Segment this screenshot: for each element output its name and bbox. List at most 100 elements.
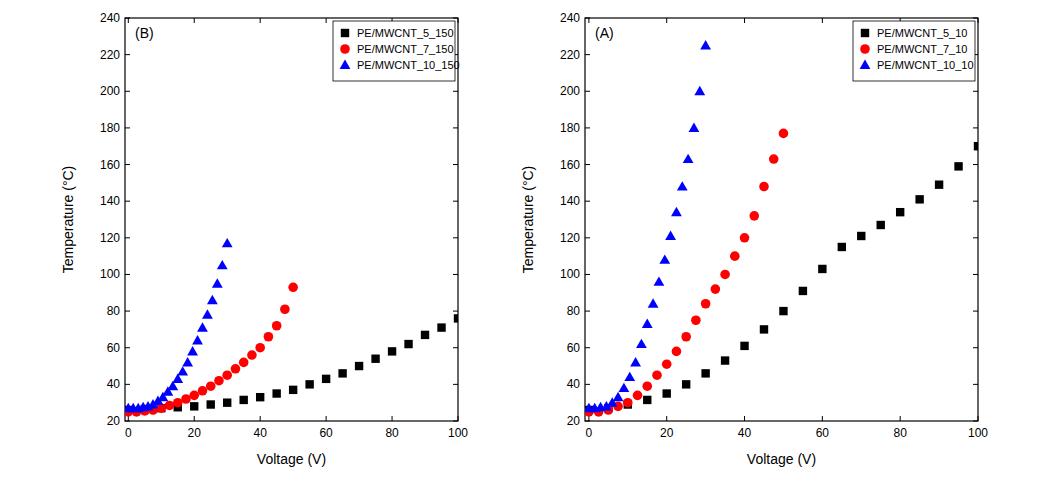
legend-marker xyxy=(340,44,350,54)
legend-marker xyxy=(341,29,349,37)
data-point xyxy=(779,129,789,139)
y-tick-right xyxy=(453,347,458,348)
series xyxy=(125,238,233,412)
x-tick-top xyxy=(326,18,327,23)
data-point xyxy=(207,400,215,408)
data-point xyxy=(371,355,379,363)
y-tick xyxy=(125,127,130,128)
y-tick-right xyxy=(973,384,978,385)
data-point xyxy=(192,335,203,344)
data-point xyxy=(272,321,282,331)
y-tick-label: 160 xyxy=(560,158,580,172)
x-tick-label: 60 xyxy=(319,426,333,440)
data-point xyxy=(896,208,904,216)
y-tick-label: 80 xyxy=(107,304,121,318)
data-point xyxy=(779,307,787,315)
data-point xyxy=(642,319,653,328)
y-tick xyxy=(585,127,590,128)
data-point xyxy=(652,370,662,380)
y-tick-right xyxy=(973,311,978,312)
x-tick-top xyxy=(458,18,459,23)
x-tick-label: 20 xyxy=(188,426,202,440)
legend-marker xyxy=(860,44,870,54)
y-tick-right xyxy=(453,384,458,385)
data-point xyxy=(689,123,700,132)
data-point xyxy=(189,391,199,401)
y-tick xyxy=(125,91,130,92)
data-point xyxy=(212,278,223,287)
y-tick-right xyxy=(453,237,458,238)
data-point xyxy=(662,359,672,369)
y-tick-label: 20 xyxy=(107,414,121,428)
data-point xyxy=(760,325,768,333)
y-tick xyxy=(585,311,590,312)
data-point xyxy=(388,347,396,355)
data-point xyxy=(935,180,943,188)
y-tick-label: 160 xyxy=(100,158,120,172)
y-tick-label: 40 xyxy=(107,377,121,391)
y-tick-label: 200 xyxy=(560,84,580,98)
y-tick xyxy=(125,18,130,19)
legend-label: PE/MWCNT_7_150 xyxy=(357,43,454,55)
x-tick-top xyxy=(588,18,589,23)
legend-box xyxy=(853,21,975,81)
data-point xyxy=(701,299,711,309)
y-tick xyxy=(585,201,590,202)
data-point xyxy=(355,362,363,370)
x-axis-label: Voltage (V) xyxy=(747,451,816,467)
series xyxy=(125,282,298,416)
data-point xyxy=(165,401,175,411)
data-point xyxy=(239,358,249,368)
data-point xyxy=(187,346,198,355)
data-point xyxy=(280,304,290,314)
data-point xyxy=(643,396,651,404)
data-point xyxy=(665,231,676,240)
x-tick-label: 100 xyxy=(968,426,988,440)
data-point xyxy=(305,380,313,388)
legend: PE/MWCNT_5_10PE/MWCNT_7_10PE/MWCNT_10_10 xyxy=(853,21,975,81)
panel-label: (A) xyxy=(595,25,614,41)
x-tick-top xyxy=(128,18,129,23)
y-tick xyxy=(125,384,130,385)
y-tick xyxy=(125,54,130,55)
data-point xyxy=(720,270,730,280)
x-tick xyxy=(978,416,979,421)
y-tick-right xyxy=(973,274,978,275)
y-tick xyxy=(125,311,130,312)
data-point xyxy=(730,251,740,261)
series xyxy=(125,314,458,414)
data-point xyxy=(239,396,247,404)
y-tick-label: 60 xyxy=(567,341,581,355)
y-tick-right xyxy=(453,164,458,165)
data-point xyxy=(288,282,298,292)
data-point xyxy=(157,404,165,412)
y-tick-right xyxy=(453,18,458,19)
legend-marker xyxy=(861,29,869,37)
legend-label: PE/MWCNT_5_10 xyxy=(877,27,967,39)
data-point xyxy=(222,370,232,380)
y-tick-label: 40 xyxy=(567,377,581,391)
y-tick xyxy=(125,164,130,165)
data-point xyxy=(256,393,264,401)
y-tick-right xyxy=(973,18,978,19)
y-tick xyxy=(585,421,590,422)
y-tick-label: 140 xyxy=(560,194,580,208)
y-tick-label: 200 xyxy=(100,84,120,98)
data-point xyxy=(877,221,885,229)
data-area xyxy=(125,238,458,417)
data-point xyxy=(207,295,218,304)
data-point xyxy=(915,195,923,203)
x-tick-top xyxy=(194,18,195,23)
data-point xyxy=(624,372,635,381)
data-point xyxy=(721,356,729,364)
y-axis-label: Temperature (°C) xyxy=(60,166,76,274)
data-point xyxy=(289,386,297,394)
y-tick-label: 240 xyxy=(100,11,120,25)
data-point xyxy=(636,339,647,348)
x-tick xyxy=(128,416,129,421)
y-tick-right xyxy=(453,421,458,422)
y-tick xyxy=(585,164,590,165)
data-point xyxy=(404,340,412,348)
data-point xyxy=(454,314,458,322)
data-point xyxy=(421,331,429,339)
